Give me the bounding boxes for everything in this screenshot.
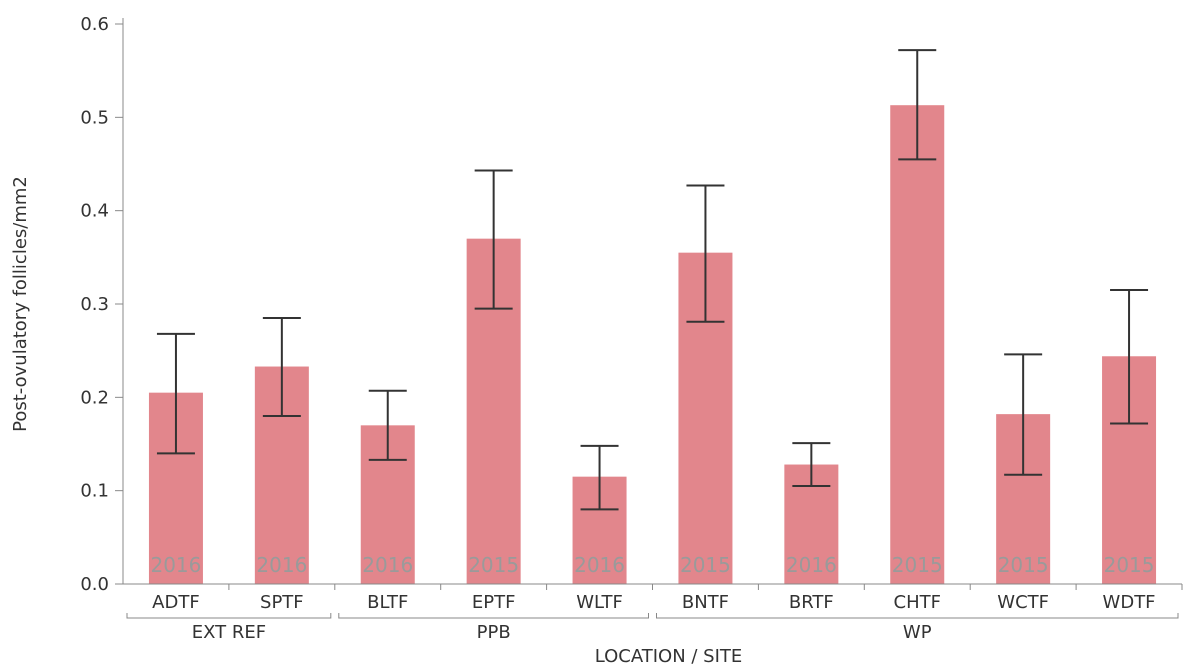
y-tick-label: 0.1 [80, 481, 109, 502]
category-label: SPTF [260, 592, 304, 613]
category-label: WCTF [997, 592, 1049, 613]
year-label: 2016 [256, 553, 307, 577]
group-label: WP [903, 622, 932, 643]
group-bracket [338, 613, 649, 619]
x-axis-title: LOCATION / SITE [595, 646, 743, 667]
category-label: WDTF [1103, 592, 1156, 613]
y-tick-label: 0.5 [80, 107, 109, 128]
x-axis: ADTF SPTF BLTF EPTF WLTF BNTF BRTF CHTF WCTF WDTF… [123, 583, 1183, 643]
year-label: 2016 [574, 553, 625, 577]
y-axis: 0.0 0.1 0.2 0.3 0.4 0.5 0.6 [80, 14, 124, 595]
year-label: 2015 [892, 553, 943, 577]
category-label: EPTF [472, 592, 516, 613]
year-label: 2015 [680, 553, 731, 577]
year-label: 2015 [998, 553, 1049, 577]
category-label: ADTF [152, 592, 200, 613]
year-label: 2015 [468, 553, 519, 577]
y-tick-label: 0.3 [80, 294, 109, 315]
y-axis-title: Post-ovulatory follicles/mm2 [10, 176, 31, 432]
category-label: WLTF [576, 592, 623, 613]
group-label: PPB [477, 622, 511, 643]
year-label: 2016 [150, 553, 201, 577]
y-tick-label: 0.6 [80, 14, 109, 35]
y-tick-label: 0.4 [80, 201, 109, 222]
y-tick-label: 0.2 [80, 387, 109, 408]
year-label: 2016 [786, 553, 837, 577]
year-label: 2015 [1104, 553, 1155, 577]
group-bracket [656, 613, 1179, 619]
category-label: BLTF [367, 592, 408, 613]
plot-area: 2016 2016 2016 2015 2016 2015 2016 2015 2015 2015 [148, 49, 1157, 584]
category-label: BRTF [789, 592, 834, 613]
y-tick-label: 0.0 [80, 574, 109, 595]
bar-chtf [890, 105, 945, 584]
category-label: CHTF [894, 592, 941, 613]
year-label: 2016 [362, 553, 413, 577]
category-label: BNTF [682, 592, 729, 613]
group-label: EXT REF [192, 622, 266, 643]
group-bracket [126, 613, 332, 619]
